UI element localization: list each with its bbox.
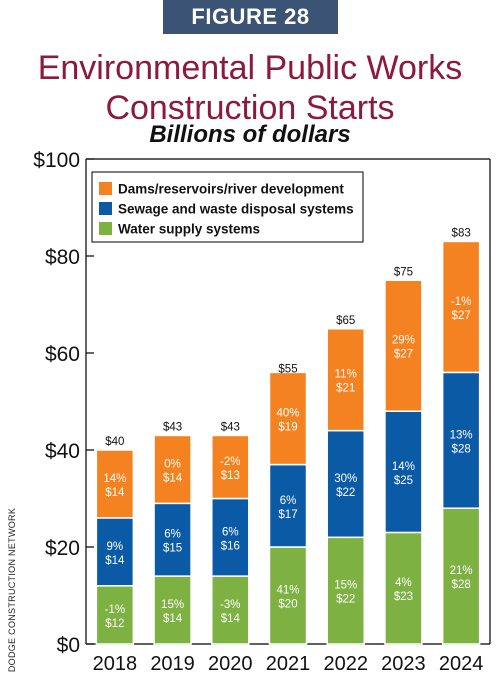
- pct-change-label: -3%: [220, 599, 240, 611]
- segment-value-label: $20: [278, 599, 297, 611]
- segment-value-label: $14: [163, 472, 183, 484]
- figure-label: FIGURE 28: [163, 0, 338, 34]
- pct-change-label: 15%: [161, 599, 184, 611]
- x-tick-label: 2022: [323, 653, 368, 675]
- chart-subtitle: Billions of dollars: [149, 121, 351, 148]
- bar-total-label: $43: [163, 421, 182, 433]
- segment-value-label: $14: [163, 613, 183, 625]
- legend-label: Water supply systems: [118, 222, 260, 237]
- pct-change-label: 6%: [164, 529, 181, 541]
- bar-segment: [326, 429, 365, 539]
- bar-total-label: $83: [452, 227, 471, 239]
- pct-change-label: 9%: [107, 541, 124, 553]
- segment-value-label: $14: [221, 613, 241, 625]
- x-tick-label: 2019: [150, 653, 195, 675]
- pct-change-label: -1%: [451, 296, 471, 308]
- pct-change-label: -2%: [220, 456, 240, 468]
- legend-box: [91, 171, 364, 243]
- bar-segment: [384, 531, 423, 645]
- pct-change-label: 6%: [222, 526, 239, 538]
- pct-change-label: 30%: [334, 473, 357, 485]
- bar-segment: [384, 279, 423, 412]
- bar-segment: [268, 546, 308, 645]
- bar-total-label: $75: [394, 266, 413, 278]
- segment-value-label: $13: [221, 470, 240, 482]
- bar-segment: [211, 575, 250, 645]
- pct-change-label: 14%: [392, 461, 415, 473]
- chart-title-line2: Construction Starts: [105, 89, 395, 127]
- segment-value-label: $27: [394, 349, 413, 361]
- y-tick-label: $60: [45, 343, 80, 366]
- legend-swatch: [99, 202, 112, 215]
- bar-segment: [95, 517, 135, 587]
- pct-change-label: 4%: [395, 577, 412, 589]
- pct-change-label: 0%: [164, 458, 181, 470]
- pct-change-label: 14%: [103, 473, 126, 485]
- x-tick-label: 2021: [266, 653, 311, 675]
- bar-total-label: $43: [221, 421, 240, 433]
- segment-value-label: $14: [105, 487, 125, 499]
- pct-change-label: 41%: [276, 585, 299, 597]
- segment-value-label: $22: [336, 487, 355, 499]
- legend-swatch: [99, 182, 112, 195]
- bar-segment: [211, 434, 250, 500]
- y-tick-label: $40: [45, 440, 80, 463]
- segment-value-label: $28: [452, 579, 471, 591]
- segment-value-label: $22: [336, 594, 355, 606]
- bar-segment: [441, 240, 481, 374]
- bar-total-label: $65: [336, 315, 355, 327]
- pct-change-label: 13%: [450, 429, 473, 441]
- segment-value-label: $12: [105, 618, 124, 630]
- bar-total-label: $40: [105, 436, 124, 448]
- pct-change-label: 6%: [280, 495, 297, 507]
- segment-value-label: $25: [394, 475, 413, 487]
- segment-value-label: $16: [221, 540, 240, 552]
- pct-change-label: 21%: [450, 565, 473, 577]
- segment-value-label: $28: [452, 443, 471, 455]
- y-tick-label: $0: [57, 634, 80, 657]
- segment-value-label: $27: [452, 310, 471, 322]
- x-tick-label: 2018: [93, 653, 138, 675]
- bar-segment: [211, 497, 250, 577]
- pct-change-label: -1%: [105, 604, 125, 616]
- y-tick-label: $100: [33, 149, 80, 172]
- pct-change-label: 29%: [392, 335, 415, 347]
- bar-segment: [153, 502, 192, 577]
- segment-value-label: $14: [105, 555, 125, 567]
- segment-value-label: $21: [336, 383, 355, 395]
- pct-change-label: 15%: [334, 580, 357, 592]
- y-tick-label: $80: [45, 246, 80, 269]
- pct-change-label: 11%: [335, 369, 357, 381]
- bar-total-label: $55: [278, 363, 297, 375]
- legend-label: Dams/reservoirs/river development: [118, 182, 344, 197]
- bar-segment: [95, 449, 135, 519]
- chart-title-line1: Environmental Public Works: [37, 49, 463, 87]
- legend-label: Sewage and waste disposal systems: [118, 202, 354, 217]
- y-tick-label: $20: [45, 537, 80, 560]
- bar-segment: [153, 434, 192, 505]
- segment-value-label: $23: [394, 591, 413, 603]
- bar-segment: [326, 536, 365, 645]
- bar-segment: [326, 328, 365, 432]
- bar-segment: [268, 463, 308, 548]
- bar-segment: [153, 575, 192, 645]
- bar-segment: [268, 371, 308, 466]
- legend-swatch: [99, 222, 112, 235]
- bar-segment: [441, 371, 481, 509]
- segment-value-label: $17: [278, 509, 297, 521]
- segment-value-label: $15: [163, 543, 182, 555]
- x-tick-label: 2023: [381, 653, 426, 675]
- bar-segment: [441, 507, 481, 645]
- x-tick-label: 2020: [208, 653, 253, 675]
- pct-change-label: 40%: [276, 407, 299, 419]
- segment-value-label: $19: [278, 421, 297, 433]
- x-tick-label: 2024: [439, 653, 484, 675]
